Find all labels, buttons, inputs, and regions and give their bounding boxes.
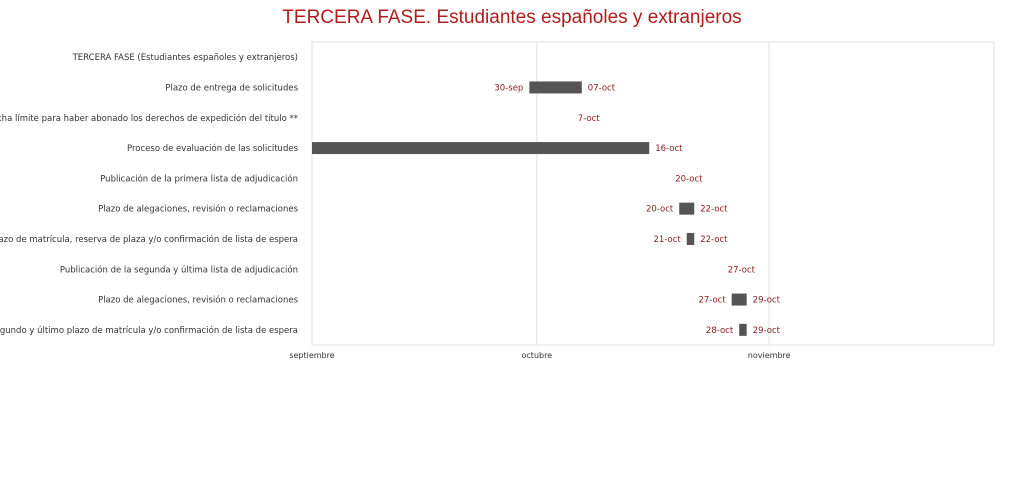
task-label: TERCERA FASE (Estudiantes españoles y ex… [72, 53, 298, 63]
task-bar [529, 81, 582, 94]
end-date-label: 16-oct [655, 144, 683, 154]
task-label: Plazo de alegaciones, revisión o reclama… [98, 204, 299, 215]
start-date-label: 20-oct [646, 205, 674, 215]
end-date-label: 22-oct [700, 235, 728, 245]
task-bar [686, 232, 695, 245]
task-label: Fecha límite para haber abonado los dere… [0, 113, 298, 124]
x-tick-label: septiembre [289, 351, 334, 360]
task-label: Plazo de entrega de solicitudes [165, 83, 298, 93]
plot-frame [311, 41, 995, 346]
x-tick-label: octubre [522, 351, 553, 360]
task-label: Plazo de alegaciones, revisión o reclama… [98, 295, 299, 306]
end-date-label: 20-oct [675, 174, 703, 184]
task-bar [679, 202, 695, 215]
start-date-label: 21-oct [653, 235, 681, 245]
end-date-label: 29-oct [753, 326, 781, 336]
start-date-label: 27-oct [698, 296, 726, 306]
end-date-label: 29-oct [753, 296, 781, 306]
task-bar [731, 293, 747, 306]
start-date-label: 28-oct [706, 326, 734, 336]
end-date-label: 07-oct [588, 83, 616, 93]
chart-title: TERCERA FASE. Estudiantes españoles y ex… [282, 7, 742, 28]
task-label: Publicación de la segunda y última lista… [60, 264, 298, 275]
x-tick-label: noviembre [748, 351, 791, 360]
task-bar [739, 323, 747, 336]
task-label: Plazo de matrícula, reserva de plaza y/o… [0, 234, 298, 245]
task-bar [312, 142, 650, 155]
end-date-label: 22-oct [700, 205, 728, 215]
end-date-label: 7-oct [578, 114, 601, 124]
end-date-label: 27-oct [728, 265, 756, 275]
start-date-label: 30-sep [494, 83, 523, 93]
task-label: Segundo y último plazo de matrícula y/o … [0, 325, 298, 336]
task-label: Publicación de la primera lista de adjud… [100, 173, 298, 184]
task-label: Proceso de evaluación de las solicitudes [127, 143, 299, 154]
